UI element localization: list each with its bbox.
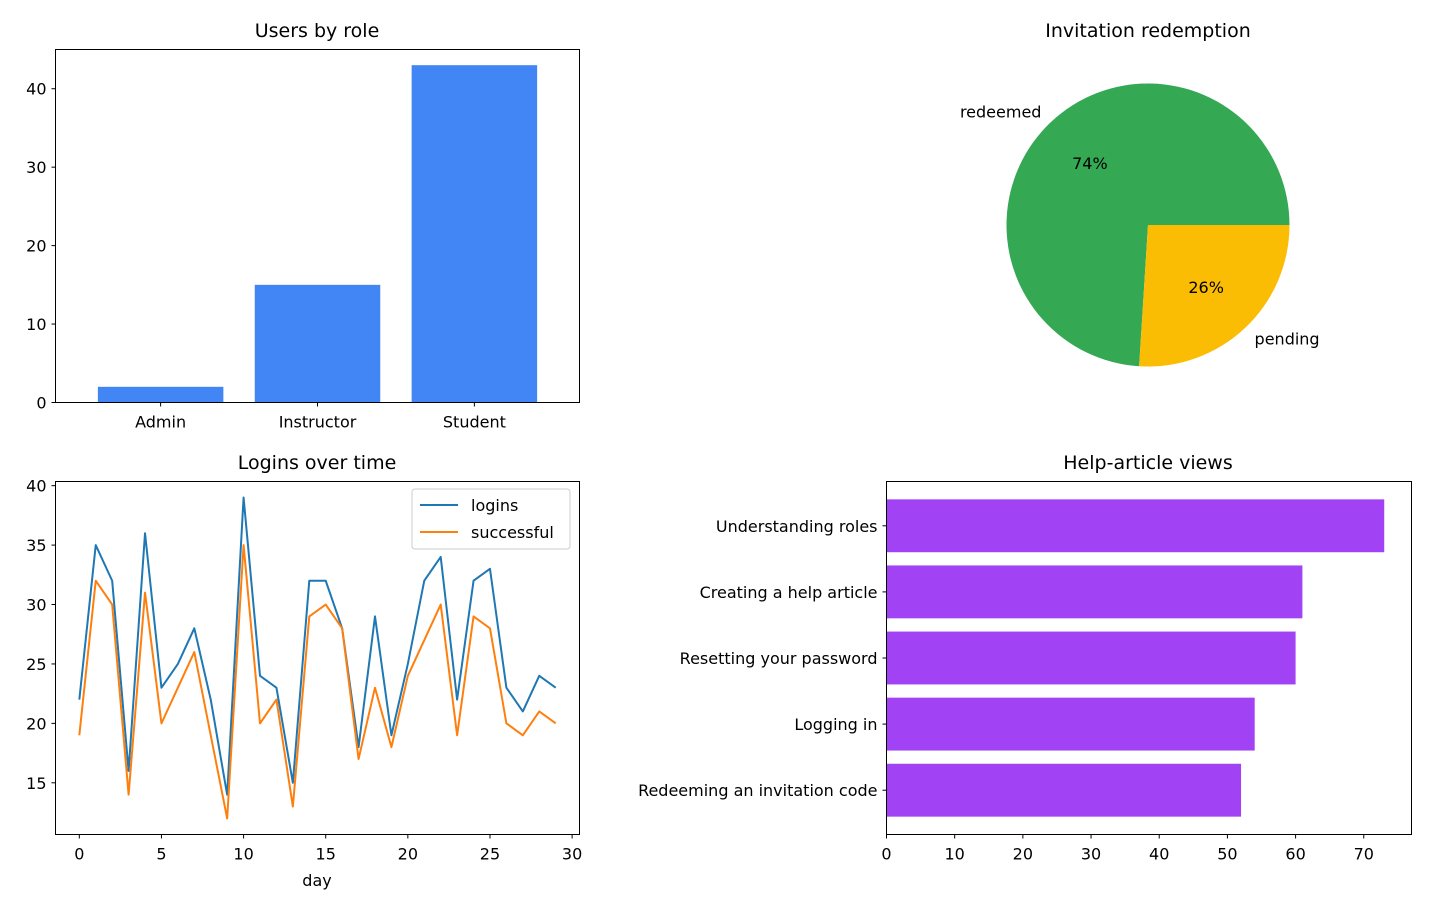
chart-title: Invitation redemption	[1045, 20, 1251, 42]
x-tick-label: 10	[945, 845, 965, 864]
x-tick-label: 15	[316, 845, 336, 864]
x-tick-label: 30	[562, 845, 582, 864]
x-tick-label: Student	[443, 413, 506, 432]
y-tick-label: 15	[26, 774, 46, 793]
bar	[886, 565, 1303, 619]
legend-label: logins	[471, 496, 518, 515]
x-tick-label: 10	[233, 845, 253, 864]
slice-label: pending	[1255, 329, 1320, 348]
x-tick-label: Instructor	[279, 413, 357, 432]
y-tick-label: 10	[26, 315, 46, 334]
series-line-logins	[78, 496, 557, 796]
bar	[886, 763, 1242, 817]
y-tick-label: 25	[26, 655, 46, 674]
bar	[97, 386, 224, 403]
x-tick-label: 5	[156, 845, 166, 864]
chart-title: Help-article views	[1063, 452, 1232, 474]
x-tick-label: 40	[1149, 845, 1169, 864]
bar	[254, 284, 381, 403]
logins-over-time-chart: Logins over time 0 5 10 15 20 25 30 15 20 25 30 35 4…	[26, 452, 582, 890]
y-tick-label: Creating a help article	[700, 583, 878, 602]
y-tick-label: 30	[26, 596, 46, 615]
legend-label: successful	[471, 523, 554, 542]
y-tick-label: 35	[26, 536, 46, 555]
x-tick-label: 20	[1013, 845, 1033, 864]
x-tick-label: 25	[480, 845, 500, 864]
y-tick-label: Logging in	[794, 715, 877, 734]
y-tick-label: Redeeming an invitation code	[638, 781, 877, 800]
x-tick-label: 50	[1217, 845, 1237, 864]
bar	[886, 697, 1255, 751]
series-line-successful	[78, 544, 557, 820]
bar	[886, 499, 1385, 553]
percent-label: 74%	[1072, 154, 1108, 173]
x-tick-label: 20	[398, 845, 418, 864]
slice-label: redeemed	[960, 103, 1042, 122]
chart-title: Users by role	[255, 20, 380, 42]
bar	[411, 65, 538, 403]
bar	[886, 631, 1296, 685]
pie-slice	[1139, 225, 1290, 367]
y-tick-label: 40	[26, 477, 46, 496]
x-tick-label: 0	[74, 845, 84, 864]
y-tick-label: 20	[26, 237, 46, 256]
legend: logins successful	[411, 488, 571, 550]
percent-label: 26%	[1188, 278, 1224, 297]
y-tick-label: Resetting your password	[680, 649, 878, 668]
x-tick-label: 0	[881, 845, 891, 864]
y-tick-label: 30	[26, 158, 46, 177]
x-tick-label: 30	[1081, 845, 1101, 864]
plot-frame	[886, 481, 1412, 835]
y-tick-label: 20	[26, 714, 46, 733]
y-tick-label: 0	[36, 394, 46, 413]
chart-title: Logins over time	[238, 452, 397, 474]
plot-frame	[55, 49, 580, 403]
pie-slice	[1006, 83, 1290, 367]
y-tick-label: Understanding roles	[716, 517, 878, 536]
plot-frame	[55, 481, 580, 835]
y-tick-label: 40	[26, 80, 46, 99]
invitation-redemption-chart: Invitation redemption redeemed 74% pending…	[960, 20, 1320, 367]
users-by-role-chart: Users by role Admin Instructor Student 0 10 2…	[26, 20, 580, 432]
x-tick-label: Admin	[135, 413, 186, 432]
x-tick-label: 70	[1354, 845, 1374, 864]
x-tick-label: 60	[1285, 845, 1305, 864]
help-article-views-chart: Help-article views Understanding roles Cr…	[638, 452, 1412, 864]
x-axis-label: day	[302, 871, 331, 890]
